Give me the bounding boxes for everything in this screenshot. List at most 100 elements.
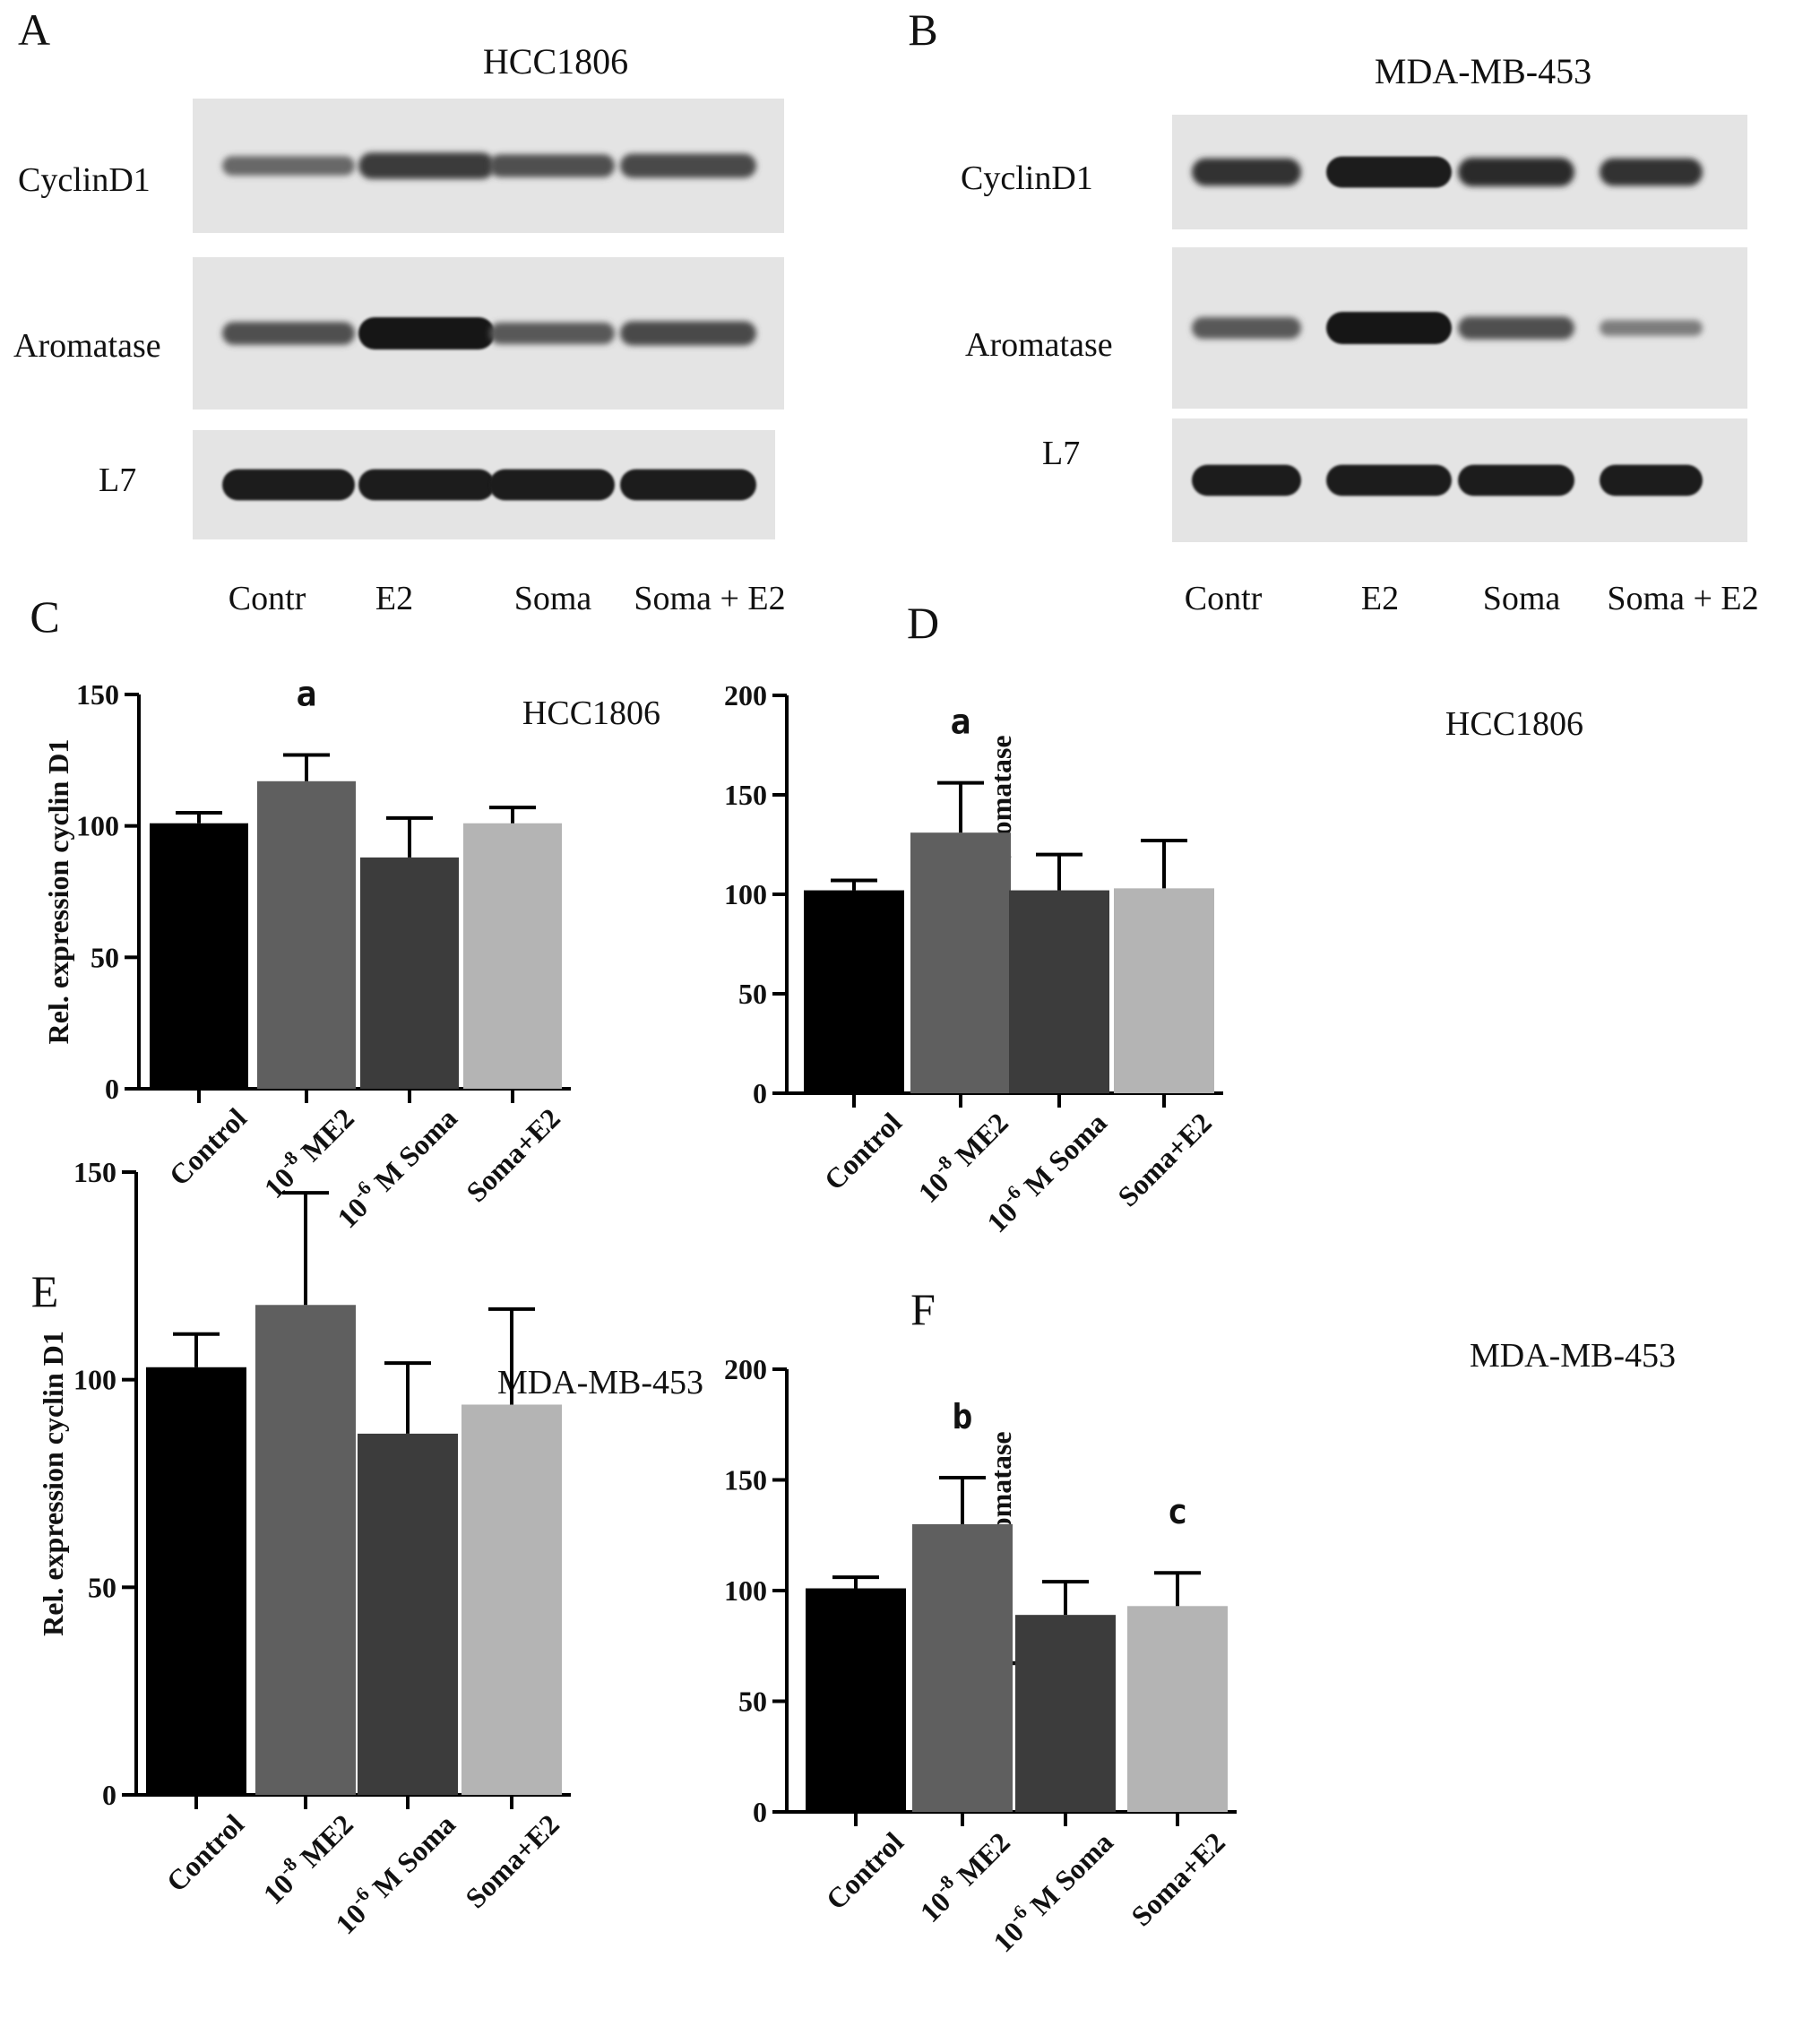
lane-label: Contr bbox=[229, 580, 306, 617]
x-category-label: Control bbox=[160, 1807, 250, 1898]
blot-band bbox=[1600, 320, 1703, 336]
panel-label-f: F bbox=[910, 1284, 936, 1334]
y-tick-label: 150 bbox=[724, 779, 767, 811]
blot-title: HCC1806 bbox=[483, 41, 628, 82]
bar-2 bbox=[358, 1433, 458, 1795]
blot-row-label: L7 bbox=[99, 461, 136, 499]
x-category-label: Control bbox=[819, 1825, 910, 1916]
category-text: Control bbox=[160, 1807, 250, 1898]
blot-row-l7 bbox=[1172, 418, 1747, 542]
blot-row-label: Aromatase bbox=[965, 326, 1113, 364]
y-tick-label: 150 bbox=[724, 1464, 767, 1496]
x-category-label: Soma+E2 bbox=[1111, 1106, 1218, 1212]
blot-band bbox=[1192, 316, 1301, 340]
panel-label-e: E bbox=[31, 1266, 59, 1316]
blot-band bbox=[1326, 312, 1452, 344]
lane-label: Soma bbox=[1483, 580, 1561, 617]
panel-label-d: D bbox=[907, 598, 939, 648]
panel-label-b: B bbox=[908, 4, 937, 55]
lane-label: E2 bbox=[375, 580, 413, 617]
blot-band bbox=[489, 154, 615, 177]
panel-label-a: A bbox=[18, 4, 50, 55]
lane-label: E2 bbox=[1361, 580, 1399, 617]
blot-band bbox=[222, 322, 355, 345]
y-tick-label: 0 bbox=[105, 1073, 119, 1105]
significance-mark: c bbox=[1168, 1492, 1188, 1531]
blot-title: MDA-MB-453 bbox=[1375, 51, 1591, 91]
significance-mark: a bbox=[297, 674, 317, 713]
blot-band bbox=[1326, 156, 1452, 188]
chart-title: MDA-MB-453 bbox=[497, 1364, 703, 1401]
blot-row-cyclind1 bbox=[1172, 115, 1747, 229]
y-tick-label: 100 bbox=[724, 878, 767, 910]
bar-3 bbox=[463, 823, 562, 1089]
chart-title: MDA-MB-453 bbox=[1470, 1337, 1676, 1375]
y-tick-label: 50 bbox=[91, 941, 119, 973]
blot-band bbox=[489, 322, 615, 345]
blot-row-label: CyclinD1 bbox=[18, 161, 151, 199]
category-text: Control bbox=[819, 1825, 910, 1916]
category-text: Soma+E2 bbox=[460, 1101, 566, 1208]
bar-2 bbox=[360, 857, 459, 1089]
lane-label: Contr bbox=[1185, 580, 1263, 617]
bar-1 bbox=[912, 1523, 1013, 1812]
blot-band bbox=[1600, 158, 1703, 186]
blot-band bbox=[1326, 464, 1452, 496]
chart-title: HCC1806 bbox=[1445, 705, 1583, 743]
category-suffix: M Soma bbox=[363, 1101, 463, 1202]
y-axis-title: Rel. expression cyclin D1 bbox=[42, 739, 74, 1045]
lane-label: Soma + E2 bbox=[634, 580, 785, 617]
x-category-label: Soma+E2 bbox=[459, 1807, 565, 1914]
bar-3 bbox=[1114, 888, 1214, 1093]
blot-band bbox=[222, 469, 355, 501]
blot-band bbox=[1192, 158, 1301, 186]
blot-row-cyclind1 bbox=[193, 99, 784, 233]
bar-1 bbox=[910, 832, 1011, 1093]
bar-0 bbox=[146, 1367, 246, 1795]
y-tick-label: 0 bbox=[753, 1796, 767, 1828]
blot-band bbox=[1600, 464, 1703, 496]
bar-1 bbox=[257, 780, 356, 1089]
y-tick-label: 50 bbox=[88, 1571, 116, 1603]
bar-2 bbox=[1009, 890, 1109, 1093]
bar-2 bbox=[1015, 1615, 1116, 1812]
significance-mark: b bbox=[953, 1397, 973, 1436]
y-tick-label: 0 bbox=[753, 1077, 767, 1109]
blot-row-label: L7 bbox=[1042, 435, 1080, 472]
blot-row-l7 bbox=[193, 430, 775, 539]
bar-0 bbox=[806, 1588, 906, 1812]
x-category-label: Soma+E2 bbox=[1125, 1825, 1231, 1932]
chart-panel-d: DHCC1806050100150200Rel. expression arom… bbox=[724, 598, 1583, 1238]
y-tick-label: 150 bbox=[76, 678, 119, 711]
bar-0 bbox=[150, 823, 248, 1089]
y-tick-label: 150 bbox=[73, 1156, 116, 1188]
category-suffix: M Soma bbox=[1013, 1106, 1113, 1206]
y-tick-label: 100 bbox=[724, 1574, 767, 1607]
blot-band bbox=[1458, 316, 1574, 340]
x-category-label: Control bbox=[162, 1101, 253, 1192]
category-text: Control bbox=[817, 1106, 908, 1196]
blot-band bbox=[358, 152, 495, 179]
lane-label: Soma + E2 bbox=[1607, 580, 1758, 617]
blot-band bbox=[1458, 464, 1574, 496]
blot-row-label: Aromatase bbox=[13, 327, 161, 365]
category-text: Soma+E2 bbox=[1111, 1106, 1218, 1212]
y-tick-label: 50 bbox=[738, 1686, 767, 1718]
blot-band bbox=[620, 153, 756, 178]
x-category-label: Soma+E2 bbox=[460, 1101, 566, 1208]
category-text: Soma+E2 bbox=[459, 1807, 565, 1914]
y-axis-title: Rel. expression cyclin D1 bbox=[37, 1331, 69, 1636]
blot-row-label: CyclinD1 bbox=[961, 160, 1093, 197]
significance-mark: a bbox=[951, 703, 971, 742]
y-tick-label: 100 bbox=[76, 810, 119, 842]
y-tick-label: 50 bbox=[738, 978, 767, 1010]
category-suffix: M Soma bbox=[361, 1807, 461, 1908]
blot-band bbox=[358, 469, 495, 501]
y-tick-label: 0 bbox=[102, 1779, 116, 1811]
bar-0 bbox=[804, 890, 904, 1093]
bar-3 bbox=[461, 1404, 562, 1795]
blot-band bbox=[358, 317, 495, 349]
blot-row-aromatase bbox=[193, 257, 784, 410]
